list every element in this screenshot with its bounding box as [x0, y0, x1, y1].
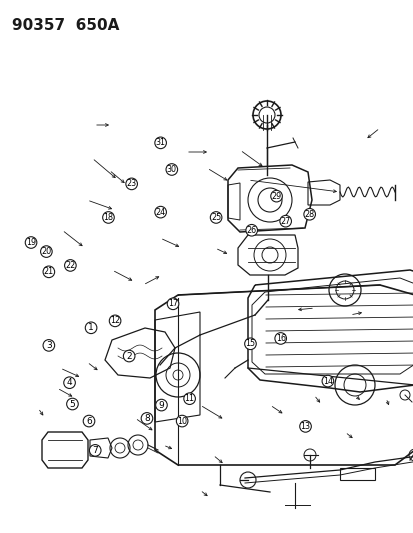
Circle shape [85, 322, 97, 334]
Text: 14: 14 [322, 377, 332, 385]
Text: 1: 1 [88, 324, 94, 332]
Text: 25: 25 [211, 213, 221, 222]
Text: 16: 16 [275, 334, 285, 343]
Circle shape [303, 208, 315, 220]
Circle shape [64, 260, 76, 271]
Circle shape [102, 212, 114, 223]
Circle shape [154, 137, 166, 149]
Text: 15: 15 [245, 340, 255, 348]
Circle shape [43, 266, 55, 278]
Text: 19: 19 [26, 238, 36, 247]
Text: 5: 5 [69, 400, 75, 408]
Text: 22: 22 [65, 261, 75, 270]
Circle shape [126, 178, 137, 190]
Circle shape [64, 377, 75, 389]
Text: 9: 9 [158, 401, 164, 409]
Circle shape [109, 315, 121, 327]
Circle shape [244, 338, 256, 350]
Text: 3: 3 [46, 341, 52, 350]
Circle shape [155, 399, 167, 411]
Circle shape [66, 398, 78, 410]
Circle shape [167, 298, 178, 310]
Text: 28: 28 [304, 210, 314, 219]
Circle shape [274, 333, 286, 344]
Text: 26: 26 [246, 226, 256, 235]
Circle shape [299, 421, 311, 432]
Circle shape [40, 246, 52, 257]
Text: 29: 29 [271, 192, 281, 200]
Text: 10: 10 [177, 417, 187, 425]
Text: 11: 11 [184, 394, 194, 403]
Text: 8: 8 [144, 414, 150, 423]
Circle shape [279, 215, 291, 227]
Circle shape [270, 190, 282, 202]
Text: 31: 31 [155, 139, 165, 147]
Circle shape [141, 413, 152, 424]
Circle shape [166, 164, 177, 175]
Circle shape [245, 224, 257, 236]
Circle shape [123, 350, 135, 362]
Text: 30: 30 [166, 165, 176, 174]
Circle shape [183, 393, 195, 405]
Circle shape [25, 237, 37, 248]
Circle shape [210, 212, 221, 223]
Circle shape [83, 415, 95, 427]
Text: 18: 18 [103, 213, 113, 222]
Circle shape [154, 206, 166, 218]
Text: 13: 13 [300, 422, 310, 431]
Text: 7: 7 [92, 446, 98, 455]
Text: 90357  650A: 90357 650A [12, 18, 119, 33]
Text: 4: 4 [66, 378, 72, 387]
Text: 6: 6 [86, 417, 92, 425]
Circle shape [321, 375, 333, 387]
Text: 17: 17 [168, 300, 178, 308]
Text: 12: 12 [110, 317, 120, 325]
Text: 2: 2 [126, 352, 132, 360]
Text: 27: 27 [280, 217, 290, 225]
Text: 24: 24 [155, 208, 165, 216]
Circle shape [176, 415, 188, 427]
Circle shape [43, 340, 55, 351]
Circle shape [89, 445, 101, 456]
Text: 20: 20 [41, 247, 51, 256]
Text: 23: 23 [126, 180, 136, 188]
Text: 21: 21 [44, 268, 54, 276]
